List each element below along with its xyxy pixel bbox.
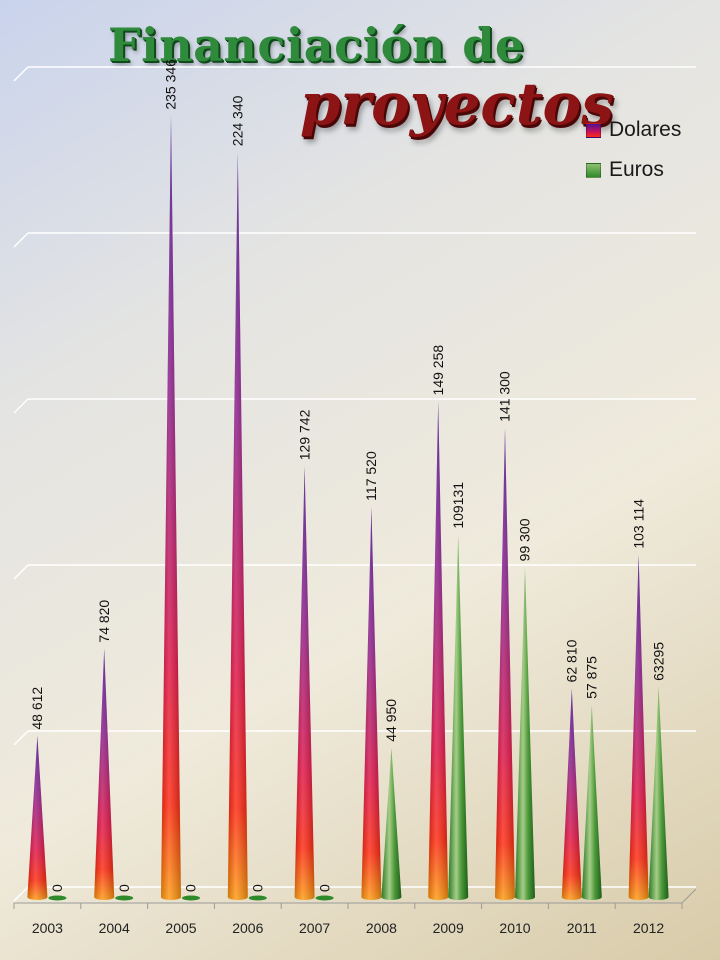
- data-label-dolares-2006: 224 340: [230, 95, 246, 146]
- x-tick-label-2007: 2007: [299, 920, 330, 936]
- gridline: [13, 730, 696, 746]
- x-tick-label-2006: 2006: [232, 920, 263, 936]
- gridlines: [13, 66, 696, 746]
- x-tick-label-2010: 2010: [499, 920, 530, 936]
- x-tick-label-2011: 2011: [567, 920, 597, 936]
- cone-base: [115, 895, 134, 901]
- x-tick-label-2005: 2005: [165, 920, 196, 936]
- data-label-dolares-2003: 48 612: [29, 687, 45, 730]
- cone-shade: [428, 401, 449, 900]
- data-label-euros-2004: 0: [116, 884, 132, 892]
- cone-dolares-2012: [628, 554, 649, 900]
- cone-euros-2010: [515, 567, 535, 900]
- cone-euros-2008: [381, 747, 402, 900]
- legend: Dolares Euros: [586, 110, 681, 190]
- cone-shade: [27, 735, 48, 901]
- data-labels: 48 612 0 74 820 0 235 346 0 224 340 0 129 742 0 11…: [29, 59, 666, 892]
- gridline-side: [13, 398, 29, 414]
- x-tick-label-2008: 2008: [366, 920, 397, 936]
- x-tick-label-2012: 2012: [633, 920, 664, 936]
- cone-dolares-2003: [27, 735, 48, 901]
- gridline: [13, 398, 696, 414]
- cone-base: [248, 895, 267, 901]
- cone-dolares-2008: [361, 506, 382, 900]
- x-tick-label-2003: 2003: [32, 920, 63, 936]
- cone-body: [448, 534, 469, 900]
- x-tick-label-2009: 2009: [433, 920, 464, 936]
- data-label-dolares-2010: 141 300: [497, 371, 513, 422]
- gridline: [13, 232, 696, 248]
- data-label-euros-2008: 44 950: [383, 699, 399, 742]
- cone-body: [581, 704, 602, 900]
- chart-title-line1: Financiación de: [108, 18, 525, 72]
- cone-dolares-2005: [161, 115, 181, 900]
- cone-euros-2005: [182, 895, 200, 901]
- data-label-euros-2003: 0: [49, 884, 65, 892]
- legend-label-euros: Euros: [609, 158, 664, 181]
- cone-shade: [161, 115, 181, 900]
- cone-dolares-2007: [294, 466, 315, 900]
- cone-euros-2009: [448, 534, 469, 900]
- data-label-euros-2009: 109131: [450, 482, 466, 529]
- legend-item-dolares: Dolares: [586, 110, 681, 150]
- data-label-dolares-2012: 103 114: [630, 499, 646, 549]
- cone-dolares-2006: [227, 152, 248, 901]
- cone-shade: [94, 648, 115, 900]
- data-label-dolares-2005: 235 346: [163, 59, 179, 110]
- data-label-dolares-2009: 149 258: [430, 345, 446, 396]
- legend-label-dolares: Dolares: [609, 118, 682, 141]
- cone-euros-2007: [315, 895, 334, 901]
- cone-dolares-2010: [495, 427, 515, 900]
- data-label-euros-2012: 63295: [650, 642, 666, 681]
- cone-dolares-2009: [428, 401, 449, 900]
- cone-euros-2012: [648, 686, 669, 900]
- chart-title-line2: proyectos: [300, 70, 614, 138]
- x-tick-label-2004: 2004: [99, 920, 130, 936]
- data-label-euros-2010: 99 300: [517, 518, 533, 561]
- cone-euros-2011: [581, 704, 602, 900]
- cone-shade: [495, 427, 515, 900]
- data-label-euros-2011: 57 875: [584, 656, 600, 699]
- axis-floor-left: [13, 886, 29, 902]
- cone-euros-2004: [115, 895, 134, 901]
- gridline: [13, 66, 696, 82]
- gridline-side: [13, 730, 29, 746]
- cone-dolares-2011: [561, 688, 582, 900]
- cone-body: [515, 567, 535, 900]
- data-label-dolares-2004: 74 820: [96, 600, 112, 643]
- cone-euros-2006: [248, 895, 267, 901]
- legend-swatch-euros: [586, 162, 601, 178]
- cone-shade: [628, 554, 649, 900]
- data-label-euros-2006: 0: [250, 884, 266, 892]
- gridline-side: [13, 564, 29, 580]
- data-label-dolares-2007: 129 742: [296, 409, 312, 460]
- axis-line-end: [681, 888, 697, 904]
- gridline-side: [13, 232, 29, 248]
- gridline-side: [13, 66, 29, 82]
- gridline: [13, 564, 696, 580]
- cone-euros-2003: [48, 895, 67, 901]
- cone-body: [648, 686, 669, 900]
- cone-body: [381, 747, 402, 900]
- cone-shade: [294, 466, 315, 900]
- data-label-euros-2007: 0: [316, 884, 332, 892]
- data-label-dolares-2011: 62 810: [564, 639, 580, 682]
- data-label-euros-2005: 0: [183, 884, 199, 892]
- cone-dolares-2004: [94, 648, 115, 900]
- legend-swatch-dolares: [586, 122, 601, 138]
- legend-item-euros: Euros: [586, 150, 681, 190]
- data-cones: [27, 115, 669, 901]
- cone-shade: [361, 506, 382, 900]
- cone-base: [48, 895, 67, 901]
- cone-base: [315, 895, 334, 901]
- cone-shade: [561, 688, 582, 900]
- cone-base: [182, 895, 200, 901]
- x-tick-labels: 2003 2004 2005 2006 2007 2008 2009 2010 2011 2012: [32, 920, 665, 936]
- cone-shade: [227, 152, 248, 901]
- data-label-dolares-2008: 117 520: [363, 451, 379, 501]
